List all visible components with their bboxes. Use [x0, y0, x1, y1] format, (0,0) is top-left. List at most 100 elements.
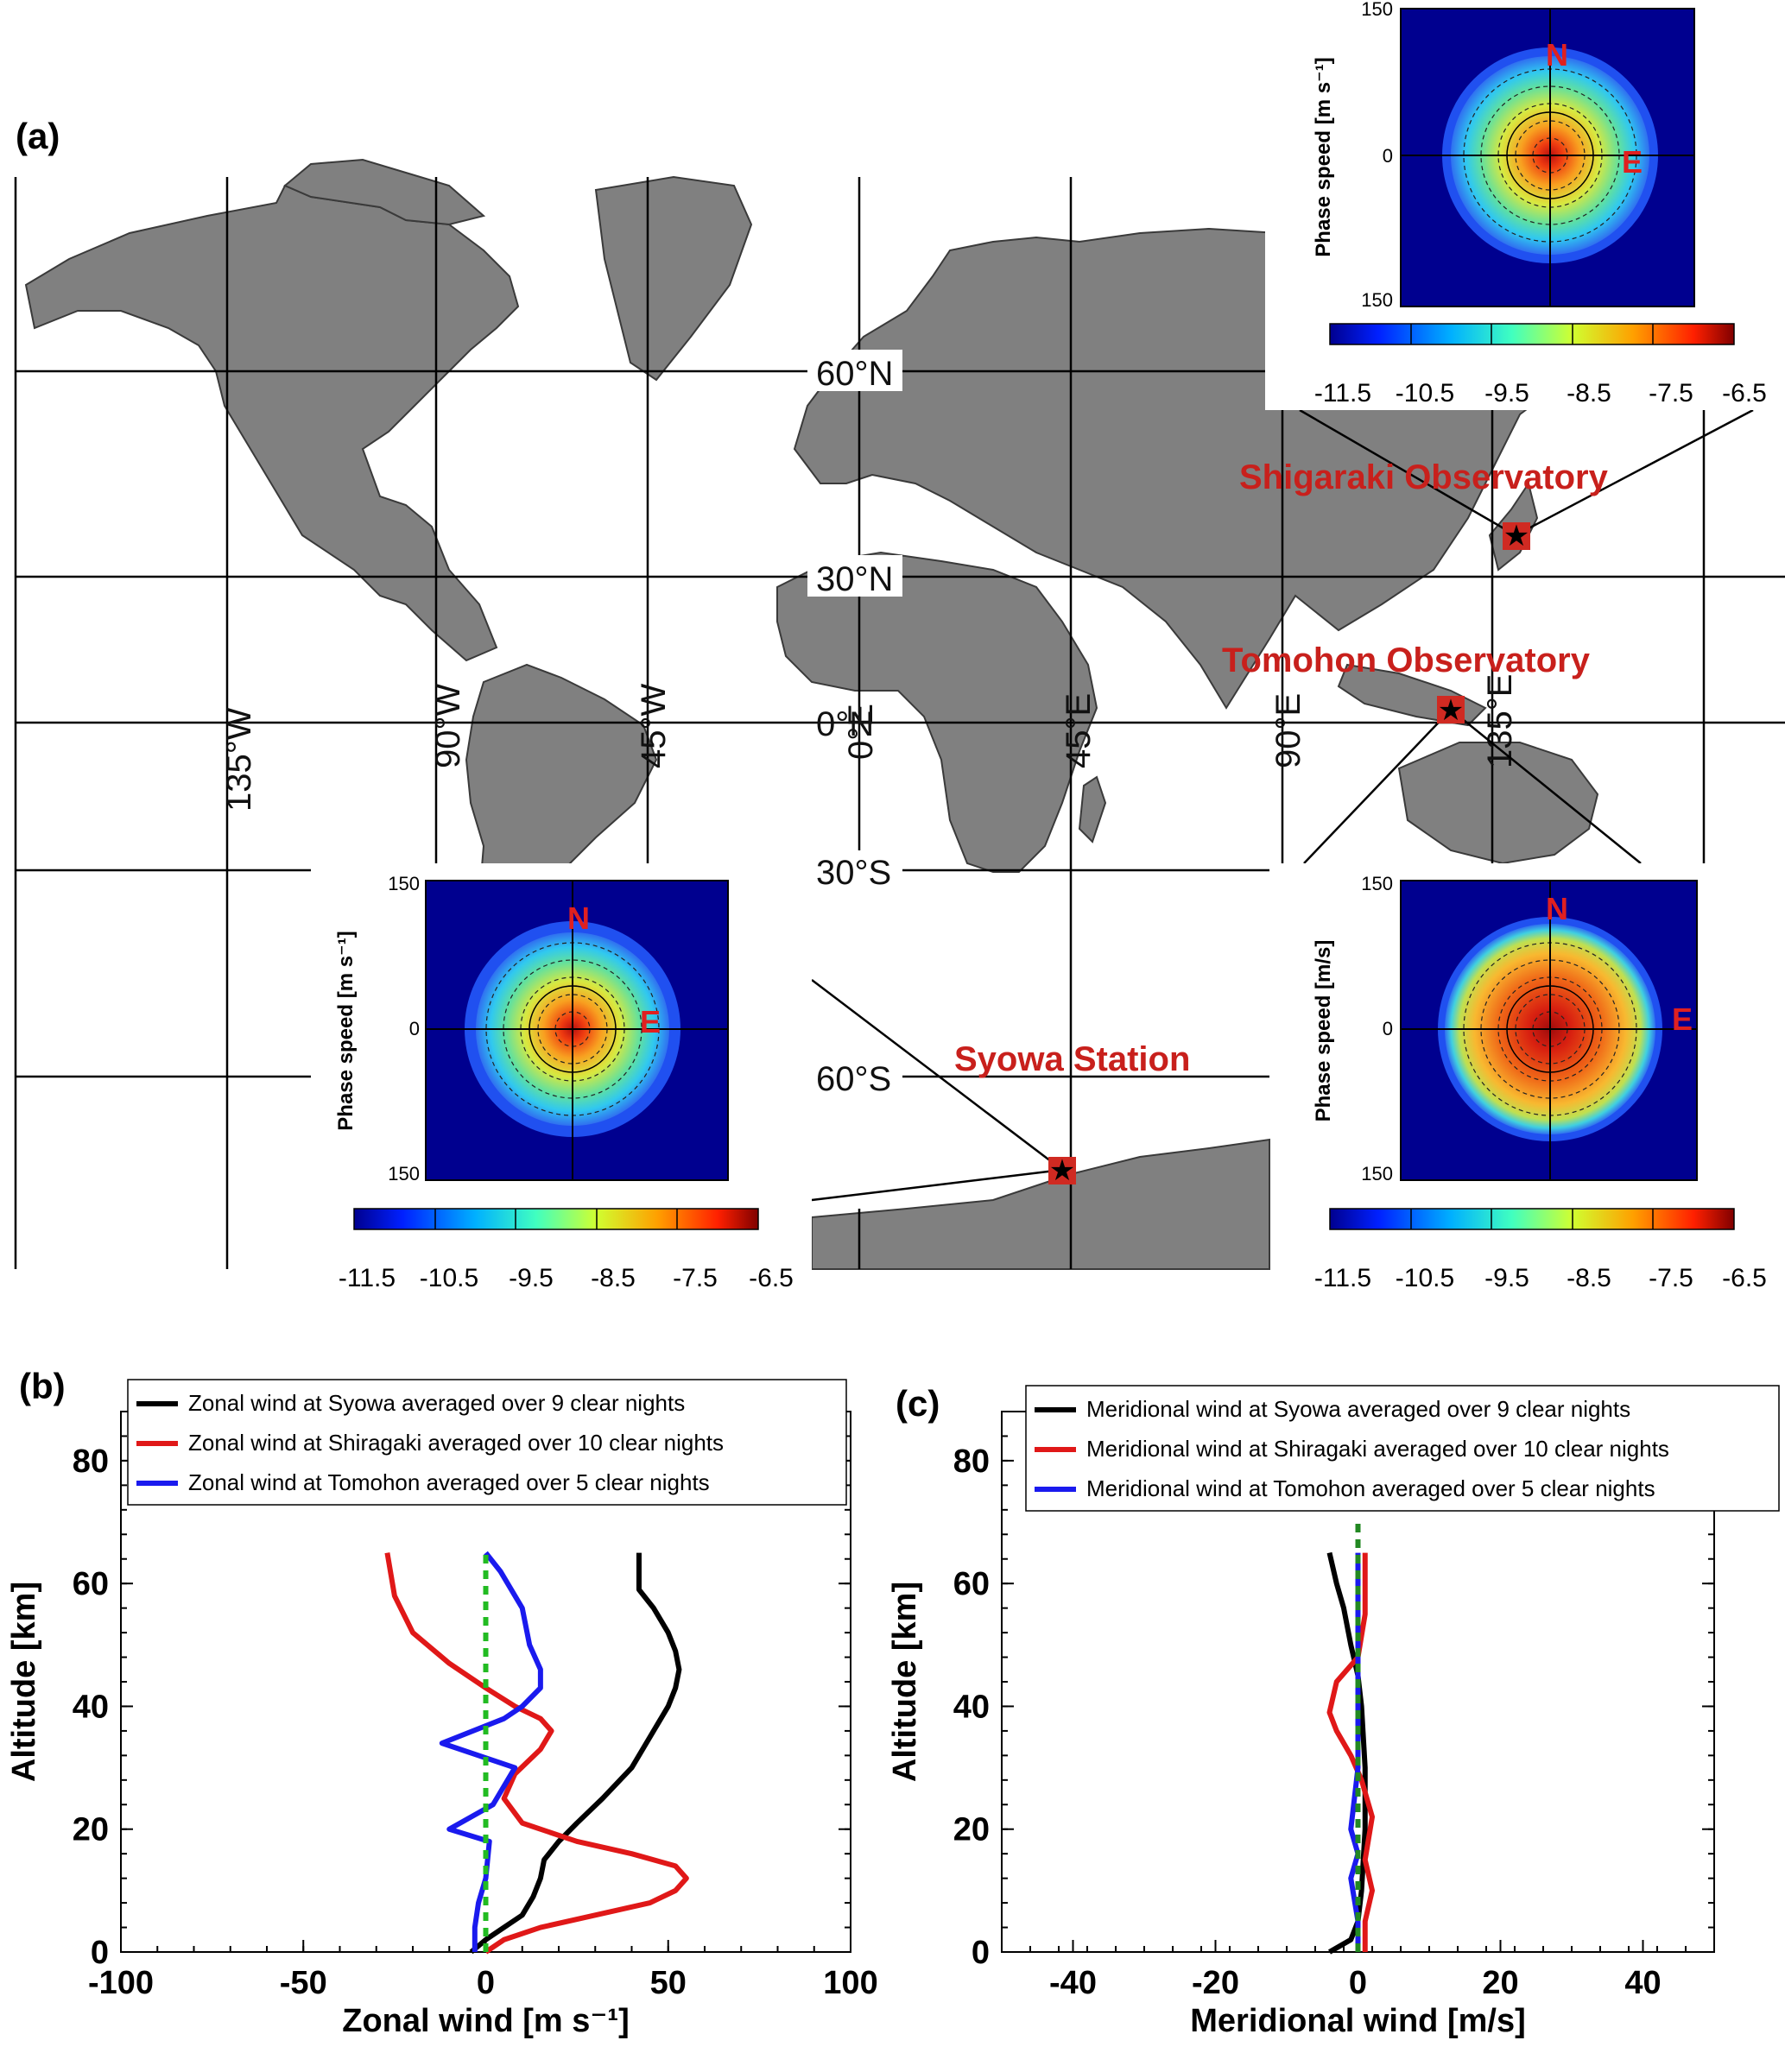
inset-shigaraki: N E 150 0 150 Phase speed [m s⁻¹] -11.5 … — [1265, 0, 1785, 410]
ytick-mid-shigaraki: 0 — [1383, 145, 1393, 167]
zonal-legend — [127, 1379, 847, 1506]
ytick-top-shigaraki: 150 — [1361, 0, 1393, 20]
antarctica-landmass — [811, 1138, 1270, 1270]
meridional-legend-entry-1: Meridional wind at Shiragaki averaged ov… — [1086, 1436, 1669, 1462]
site-label-shigaraki: Shigaraki Observatory — [1239, 458, 1609, 496]
cbar-tick-syowa-2: -9.5 — [509, 1264, 554, 1292]
inset-connector-lines — [811, 408, 1754, 1202]
inset-tomohon: N E 150 0 150 Phase speed [m/s] -11.5 -1… — [1274, 863, 1785, 1312]
cbar-tick-tomohon-0: -11.5 — [1314, 1264, 1371, 1292]
lat-label-0n: 0°N — [816, 705, 874, 743]
panel-b-label: (b) — [19, 1366, 66, 1406]
meridional-xaxis-title: Meridional wind [m/s] — [1190, 2003, 1525, 2039]
meridional-xtick-label: -20 — [1192, 1965, 1239, 2001]
zonal-xtick-label: -50 — [280, 1965, 327, 2001]
lat-label-30s: 30°S — [816, 854, 891, 892]
ylabel-tomohon: Phase speed [m/s] — [1312, 940, 1335, 1122]
site-label-syowa: Syowa Station — [954, 1040, 1190, 1078]
east-label-syowa: E — [640, 1004, 661, 1039]
meridional-xtick-label: 20 — [1482, 1965, 1518, 2001]
syowa-star-icon: ★ — [1049, 1154, 1075, 1187]
australia-landmass — [1397, 742, 1599, 865]
meridional-xtick-label: -40 — [1049, 1965, 1097, 2001]
lat-label-30n: 30°N — [816, 560, 893, 598]
zonal-xtick-label: 50 — [650, 1965, 687, 2001]
lat-label-60s: 60°S — [816, 1060, 891, 1098]
cbar-tick-tomohon-5: -6.5 — [1722, 1264, 1767, 1292]
madagascar-landmass — [1078, 775, 1107, 843]
syowa-marker — [1048, 1157, 1076, 1184]
cbar-tick-tomohon-4: -7.5 — [1649, 1264, 1693, 1292]
east-label-shigaraki: E — [1622, 144, 1643, 180]
africa-landmass — [776, 551, 1098, 873]
cbar-tick-tomohon-1: -10.5 — [1396, 1264, 1454, 1292]
zonal-legend-entry-1: Zonal wind at Shiragaki averaged over 10… — [188, 1430, 724, 1456]
cbar-tick-shigaraki-3: -8.5 — [1567, 379, 1611, 407]
lon-label-90e: 90°E — [1269, 693, 1307, 768]
ytick-mid-syowa: 0 — [409, 1018, 420, 1039]
lon-label-135e: 135°E — [1481, 674, 1519, 768]
ytick-bot-tomohon: 150 — [1361, 1163, 1393, 1184]
cbar-tick-tomohon-3: -8.5 — [1567, 1264, 1611, 1292]
lon-label-0e: 0°E — [842, 704, 880, 760]
zonal-ytick-label: 0 — [91, 1935, 109, 1971]
latitude-labels: 60°N 30°N 0°N 30°S 60°S — [807, 350, 902, 1098]
greenland-landmass — [594, 175, 753, 382]
ylabel-shigaraki: Phase speed [m s⁻¹] — [1312, 57, 1335, 256]
zonal-xtick-label: 100 — [823, 1965, 877, 2001]
north-label-syowa: N — [567, 900, 590, 936]
zonal-ytick-label: 60 — [73, 1566, 109, 1602]
ytick-bot-shigaraki: 150 — [1361, 289, 1393, 311]
ytick-top-syowa: 150 — [388, 873, 420, 894]
meridional-wind-chart: -40 -20 0 20 40 0 20 40 60 80 Meridional wind [m/s… — [887, 1385, 1780, 2039]
east-label-tomohon: E — [1672, 1001, 1693, 1037]
site-markers: ★ ★ ★ — [1048, 520, 1530, 1187]
zonal-xaxis-title: Zonal wind [m s⁻¹] — [342, 2003, 629, 2039]
cbar-tick-shigaraki-0: -11.5 — [1314, 379, 1371, 407]
cbar-tick-syowa-4: -7.5 — [673, 1264, 718, 1292]
longitude-labels: 135°W 90°W 45°W 0°E 45°E 90°E 135°E — [220, 674, 1519, 812]
inset-syowa: N E 150 0 150 Phase speed [m s⁻¹] -11.5 … — [311, 863, 812, 1312]
zonal-series-line-1 — [384, 1552, 689, 1955]
shigaraki-marker — [1503, 522, 1530, 550]
meridional-xtick-label: 40 — [1624, 1965, 1661, 2001]
zonal-series-line-0 — [469, 1552, 682, 1955]
zonal-ytick-label: 40 — [73, 1689, 109, 1725]
site-label-tomohon: Tomohon Observatory — [1222, 641, 1591, 679]
meridional-legend-entry-2: Meridional wind at Tomohon averaged over… — [1086, 1475, 1655, 1501]
cbar-tick-syowa-0: -11.5 — [339, 1264, 396, 1292]
meridional-legend-entry-0: Meridional wind at Syowa averaged over 9… — [1086, 1396, 1630, 1422]
meridional-yaxis-title: Altitude [km] — [887, 1582, 923, 1782]
cbar-tick-syowa-5: -6.5 — [749, 1264, 794, 1292]
zonal-ytick-label: 80 — [73, 1443, 109, 1480]
ytick-top-tomohon: 150 — [1361, 873, 1393, 894]
meridional-ytick-label: 80 — [953, 1443, 990, 1480]
meridional-ytick-label: 0 — [972, 1935, 990, 1971]
ylabel-syowa: Phase speed [m s⁻¹] — [334, 931, 358, 1130]
tomohon-star-icon: ★ — [1438, 694, 1464, 727]
zonal-xtick-label: -100 — [88, 1965, 154, 2001]
shigaraki-star-icon: ★ — [1503, 520, 1529, 553]
tomohon-marker — [1437, 696, 1465, 723]
meridional-ytick-label: 60 — [953, 1566, 990, 1602]
meridional-legend — [1025, 1385, 1780, 1512]
zonal-yaxis-title: Altitude [km] — [6, 1582, 42, 1782]
zonal-legend-entry-2: Zonal wind at Tomohon averaged over 5 cl… — [188, 1469, 710, 1495]
arctic-islands — [283, 158, 486, 226]
meridional-ytick-label: 20 — [953, 1812, 990, 1848]
panel-c-label: (c) — [896, 1383, 940, 1424]
zonal-wind-chart: -100 -50 0 50 100 0 20 40 60 80 Zonal wind [m s⁻¹]… — [6, 1379, 878, 2039]
lon-label-45e: 45°E — [1060, 693, 1098, 768]
lon-label-45w: 45°W — [635, 684, 673, 768]
north-america-landmass — [24, 184, 520, 662]
lon-label-135w: 135°W — [220, 707, 258, 812]
zonal-legend-entry-0: Zonal wind at Syowa averaged over 9 clea… — [188, 1390, 685, 1416]
zonal-xtick-label: 0 — [477, 1965, 495, 2001]
lat-label-60n: 60°N — [816, 355, 893, 393]
cbar-tick-syowa-1: -10.5 — [420, 1264, 478, 1292]
north-label-tomohon: N — [1546, 891, 1568, 926]
panel-a-label: (a) — [16, 116, 60, 156]
cbar-tick-tomohon-2: -9.5 — [1484, 1264, 1529, 1292]
cbar-tick-syowa-3: -8.5 — [591, 1264, 636, 1292]
